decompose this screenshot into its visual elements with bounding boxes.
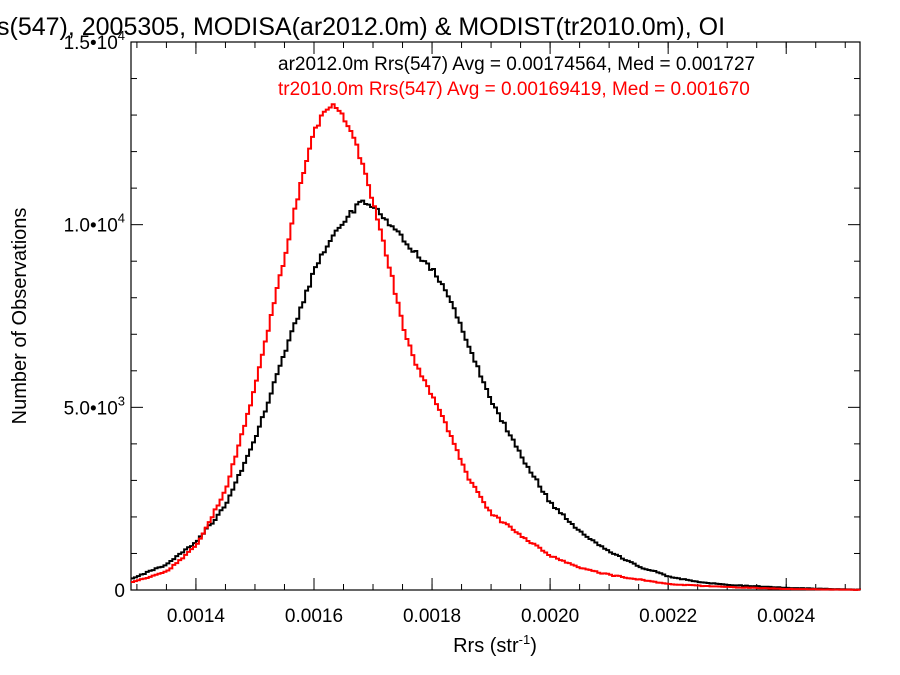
plot-frame [130,41,861,591]
legend-entry-0: ar2012.0m Rrs(547) Avg = 0.00174564, Med… [278,54,755,75]
series-line-1 [131,103,861,591]
legend-entry-1: tr2010.0m Rrs(547) Avg = 0.00169419, Med… [278,79,750,100]
x-tick-labels: 0.0014 0.0016 0.0018 0.0020 0.0022 0.0024 [167,606,816,627]
axis-ticks [131,41,860,591]
legend: ar2012.0m Rrs(547) Avg = 0.00174564, Med… [278,54,755,100]
x-tick-label: 0.0024 [757,606,816,627]
series-layer [131,103,861,591]
x-axis-title: Rrs (str-1) [453,632,537,657]
y-axis-title: Number of Observations [9,208,31,425]
y-tick-label: 0 [114,581,125,602]
chart-title: s(547), 2005305, MODISA(ar2012.0m) & MOD… [0,13,725,41]
x-tick-label: 0.0018 [403,606,461,627]
x-tick-label: 0.0016 [285,606,343,627]
series-line-0 [131,199,861,591]
x-tick-label: 0.0022 [639,606,697,627]
x-tick-label: 0.0020 [521,606,579,627]
y-tick-label: 5.0•103 [64,393,125,419]
x-tick-label: 0.0014 [167,606,226,627]
y-tick-label: 1.0•104 [64,211,125,237]
y-tick-labels: 0 5.0•103 1.0•104 1.5•104 [64,28,125,602]
y-tick-label: 1.5•104 [64,28,125,54]
